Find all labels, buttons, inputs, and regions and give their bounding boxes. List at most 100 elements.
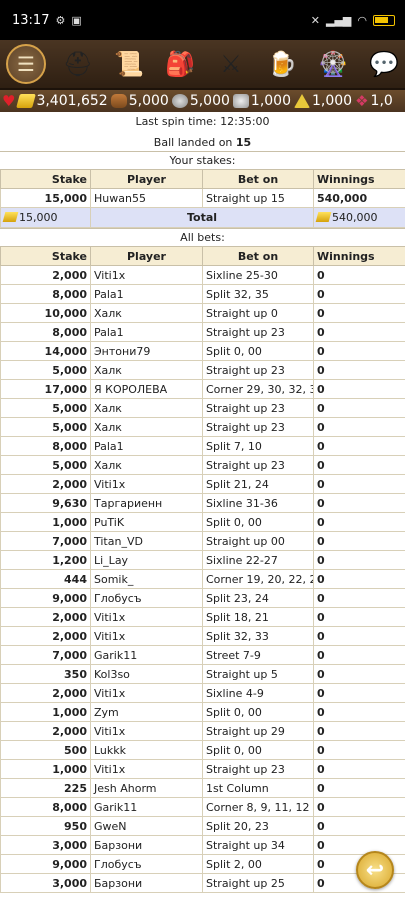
bet-on-cell: Sixline 22-27 [202, 550, 314, 570]
stake-cell: 225 [0, 778, 91, 798]
stake-cell: 7,000 [0, 531, 91, 551]
bet-on-cell: Corner 29, 30, 32, 33 [202, 379, 314, 399]
total-stake: 15,000 [19, 211, 58, 224]
player-cell: Энтони79 [90, 341, 203, 361]
table-row: 7,000 Titan_VD Straight up 00 0 [0, 531, 405, 551]
table-row: 5,000 Халк Straight up 23 0 [0, 360, 405, 380]
last-spin-time: Last spin time: 12:35:00 [135, 115, 270, 128]
roulette-icon[interactable]: 🎡 [318, 50, 348, 78]
menu-icon[interactable]: ☰ [6, 44, 46, 84]
winnings-cell: 0 [313, 455, 405, 475]
all-bets-title: All bets: [0, 228, 405, 246]
bet-on-cell: Split 32, 35 [202, 284, 314, 304]
status-bar: 13:17 ⚙ ▣ ✕ ▂▄▆ ◠ [0, 0, 405, 40]
all-bets-table: Stake Player Bet on Winnings 2,000 Viti1x… [0, 246, 405, 893]
winnings-cell: 0 [313, 531, 405, 551]
gold-icon [2, 212, 19, 222]
stake-cell: 5,000 [0, 398, 91, 418]
knight-helmet-icon[interactable]: ⛑ [62, 50, 94, 78]
header-stake: Stake [0, 169, 91, 189]
battery-icon [373, 14, 395, 26]
header-bet-on: Bet on [202, 246, 314, 266]
wood-resource: 5,000 [110, 93, 169, 109]
stake-cell: 10,000 [0, 303, 91, 323]
bet-on-cell: Split 7, 10 [202, 436, 314, 456]
player-cell: Zym [90, 702, 203, 722]
winnings-cell: 0 [313, 835, 405, 855]
map-scroll-icon[interactable]: 📜 [114, 50, 144, 78]
player-cell: Халк [90, 455, 203, 475]
table-row: 2,000 Viti1x Sixline 4-9 0 [0, 683, 405, 703]
table-row: 3,000 Барзони Straight up 25 0 [0, 873, 405, 893]
stake-cell: 950 [0, 816, 91, 836]
table-row: 9,000 Глобусъ Split 2, 00 0 [0, 854, 405, 874]
table-row: 2,000 Viti1x Sixline 25-30 0 [0, 265, 405, 285]
backpack-icon[interactable]: 🎒 [165, 50, 195, 78]
player-cell: Viti1x [90, 626, 203, 646]
total-label: Total [90, 207, 314, 228]
iron-resource: 1,000 [232, 93, 291, 109]
table-row: 8,000 Pala1 Straight up 23 0 [0, 322, 405, 342]
player-cell: Viti1x [90, 759, 203, 779]
iron-amount: 1,000 [250, 93, 291, 109]
bet-on-cell: Corner 19, 20, 22, 23 [202, 569, 314, 589]
player-cell: Garik11 [90, 645, 203, 665]
game-nav-bar: ☰ ⛑ 📜 🎒 ⚔ 🍺 🎡 💬 [0, 40, 405, 90]
bet-on-cell: Split 0, 00 [202, 341, 314, 361]
stake-cell: 9,000 [0, 854, 91, 874]
bet-on-cell: 1st Column [202, 778, 314, 798]
player-cell: Барзони [90, 835, 203, 855]
winnings-cell: 0 [313, 816, 405, 836]
bet-on-cell: Split 20, 23 [202, 816, 314, 836]
stake-cell: 8,000 [0, 322, 91, 342]
bet-on-cell: Sixline 25-30 [202, 265, 314, 285]
table-row: 2,000 Viti1x Split 32, 33 0 [0, 626, 405, 646]
winnings-cell: 0 [313, 740, 405, 760]
notification-icon: ⚙ [55, 13, 66, 27]
wood-amount: 5,000 [128, 93, 169, 109]
stake-cell: 444 [0, 569, 91, 589]
winnings-cell: 0 [313, 512, 405, 532]
stone-icon [171, 94, 188, 108]
bet-on-cell: Straight up 23 [202, 455, 314, 475]
player-cell: Глобусъ [90, 854, 203, 874]
player-cell: Халк [90, 398, 203, 418]
back-arrow-icon[interactable]: ↩ [356, 851, 394, 889]
wifi-icon: ◠ [357, 13, 367, 27]
player-cell: Pala1 [90, 284, 203, 304]
app-notification-icon: ▣ [71, 13, 82, 27]
table-row: 9,630 Таргариенн Sixline 31-36 0 [0, 493, 405, 513]
table-row: 500 Lukkk Split 0, 00 0 [0, 740, 405, 760]
chat-icon[interactable]: 💬 [369, 50, 399, 78]
crossed-swords-icon[interactable]: ⚔ [220, 50, 242, 78]
table-row: 15,000 Huwan55 Straight up 15 540,000 [0, 188, 405, 208]
stake-cell: 7,000 [0, 645, 91, 665]
player-cell: Халк [90, 417, 203, 437]
header-player: Player [90, 169, 203, 189]
stake-cell: 5,000 [0, 455, 91, 475]
winnings-cell: 0 [313, 645, 405, 665]
table-row: 8,000 Garik11 Corner 8, 9, 11, 12 0 [0, 797, 405, 817]
bet-on-cell: Corner 8, 9, 11, 12 [202, 797, 314, 817]
player-cell: Viti1x [90, 607, 203, 627]
bet-on-cell: Straight up 23 [202, 398, 314, 418]
bet-on-cell: Split 32, 33 [202, 626, 314, 646]
stake-cell: 5,000 [0, 360, 91, 380]
player-cell: GweN [90, 816, 203, 836]
winnings-cell: 0 [313, 550, 405, 570]
stake-cell: 2,000 [0, 265, 91, 285]
table-row: 5,000 Халк Straight up 23 0 [0, 455, 405, 475]
bet-on-cell: Straight up 5 [202, 664, 314, 684]
table-row: 1,000 Zym Split 0, 00 0 [0, 702, 405, 722]
header-winnings: Winnings [313, 169, 405, 189]
stake-cell: 2,000 [0, 721, 91, 741]
player-cell: Я КОРОЛЕВА [90, 379, 203, 399]
roulette-results[interactable]: Last spin time: 12:35:00 Ball landed on … [0, 112, 405, 900]
table-row: 2,000 Viti1x Split 21, 24 0 [0, 474, 405, 494]
beer-mug-icon[interactable]: 🍺 [267, 50, 297, 78]
your-stakes-title: Your stakes: [0, 151, 405, 169]
gem-amount: 1,0 [370, 93, 393, 109]
table-row: 8,000 Pala1 Split 7, 10 0 [0, 436, 405, 456]
all-bets-body: 2,000 Viti1x Sixline 25-30 0 8,000 Pala1 Split… [0, 265, 405, 893]
